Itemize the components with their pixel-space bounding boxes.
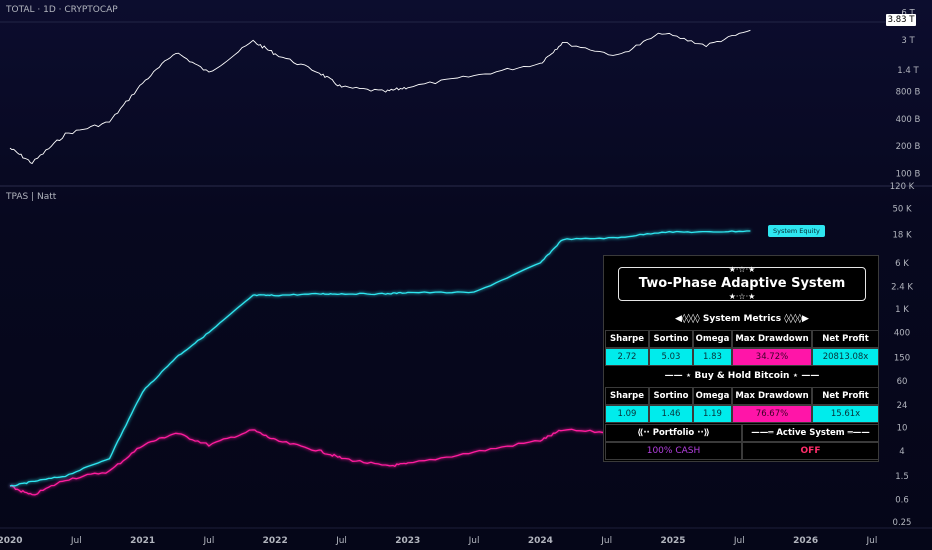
bottom-axis-tick: 10 bbox=[897, 423, 908, 433]
top-axis-tick: 6 T bbox=[901, 9, 915, 19]
bh-values-row: 1.09 1.46 1.19 76.67% 15.61x bbox=[605, 405, 879, 423]
title-stars-bottom: ★·☆·★ bbox=[728, 292, 756, 301]
time-axis[interactable]: 2020 Jul 2021 Jul 2022 Jul 2023 Jul 2024 Jul 2025 J… bbox=[0, 536, 877, 546]
time-axis-tick: 2025 bbox=[660, 536, 685, 546]
top-axis-tick: 1.4 T bbox=[897, 66, 919, 76]
active-system-value: OFF bbox=[742, 442, 879, 460]
bottom-axis-tick: 2.4 K bbox=[891, 283, 913, 293]
time-axis-tick: Jul bbox=[733, 536, 745, 546]
bh-sharpe: 1.09 bbox=[605, 405, 649, 423]
system-sharpe: 2.72 bbox=[605, 348, 649, 366]
top-axis-tick: 100 B bbox=[896, 169, 921, 179]
system-header-row: Sharpe Sortino Omega Max Drawdown Net Pr… bbox=[605, 330, 879, 348]
time-axis-tick: Jul bbox=[335, 536, 347, 546]
bottom-axis-tick: 6 K bbox=[895, 259, 909, 269]
bottom-axis-tick: 120 K bbox=[890, 182, 915, 192]
bh-net-profit: 15.61x bbox=[812, 405, 879, 423]
bh-header-sharpe: Sharpe bbox=[605, 387, 649, 405]
header-omega: Omega bbox=[693, 330, 732, 348]
system-omega: 1.83 bbox=[693, 348, 732, 366]
time-axis-tick: 2026 bbox=[793, 536, 818, 546]
system-max-drawdown: 34.72% bbox=[732, 348, 812, 366]
time-axis-tick: 2021 bbox=[130, 536, 155, 546]
title-frame bbox=[618, 267, 866, 301]
bh-sortino: 1.46 bbox=[649, 405, 693, 423]
system-equity-label: System Equity bbox=[768, 225, 825, 237]
portfolio-label: ⟪·· Portfolio ··⟫ bbox=[605, 424, 742, 442]
top-axis-tick: 800 B bbox=[896, 88, 921, 98]
last-price-badge: 3.83 T bbox=[886, 14, 916, 26]
bh-header-omega: Omega bbox=[693, 387, 732, 405]
bottom-axis-tick: 50 K bbox=[892, 205, 912, 215]
system-net-profit: 20813.08x bbox=[812, 348, 879, 366]
metrics-table: ★·☆·★ Two-Phase Adaptive System ★·☆·★ ◀◊… bbox=[603, 255, 879, 462]
bh-omega: 1.19 bbox=[693, 405, 732, 423]
time-axis-tick: Jul bbox=[70, 536, 82, 546]
bh-header-net-profit: Net Profit bbox=[812, 387, 879, 405]
top-price-axis[interactable]: 6 T 3 T 1.4 T 800 B 400 B 200 B 100 B bbox=[896, 9, 921, 180]
header-net-profit: Net Profit bbox=[812, 330, 879, 348]
status-header-row: ⟪·· Portfolio ··⟫ ——═ Active System ═—— bbox=[605, 424, 879, 442]
system-equity-line bbox=[9, 230, 751, 487]
header-sortino: Sortino bbox=[649, 330, 693, 348]
bh-max-drawdown: 76.67% bbox=[732, 405, 812, 423]
bottom-pane-title: TPAS | Natt bbox=[6, 192, 57, 202]
system-metrics-title: ◀◊◊◊◊ System Metrics ◊◊◊◊▶ bbox=[675, 314, 809, 324]
time-axis-tick: Jul bbox=[468, 536, 480, 546]
bh-header-max-drawdown: Max Drawdown bbox=[732, 387, 812, 405]
system-sortino: 5.03 bbox=[649, 348, 693, 366]
time-axis-tick: 2024 bbox=[528, 536, 553, 546]
bottom-axis-tick: 4 bbox=[899, 447, 904, 457]
time-axis-tick: 2023 bbox=[395, 536, 420, 546]
top-axis-tick: 400 B bbox=[896, 115, 921, 125]
bottom-axis-tick: 1 K bbox=[895, 305, 909, 315]
bottom-axis-tick: 0.6 bbox=[895, 496, 909, 506]
bh-header-sortino: Sortino bbox=[649, 387, 693, 405]
title-stars-top: ★·☆·★ bbox=[728, 265, 756, 274]
active-system-label: ——═ Active System ═—— bbox=[742, 424, 879, 442]
total-market-cap-line bbox=[9, 29, 751, 165]
bottom-axis-tick: 60 bbox=[897, 377, 908, 387]
time-axis-tick: Jul bbox=[202, 536, 214, 546]
bh-header-row: Sharpe Sortino Omega Max Drawdown Net Pr… bbox=[605, 387, 879, 405]
bottom-axis-tick: 0.25 bbox=[893, 518, 912, 528]
time-axis-tick: Jul bbox=[865, 536, 877, 546]
time-axis-tick: Jul bbox=[600, 536, 612, 546]
buy-hold-title: —— ⋆ Buy & Hold Bitcoin ⋆ —— bbox=[664, 371, 820, 381]
portfolio-value: 100% CASH bbox=[605, 442, 742, 460]
time-axis-tick: 2022 bbox=[263, 536, 288, 546]
bottom-axis-tick: 400 bbox=[894, 329, 910, 339]
top-axis-tick: 200 B bbox=[896, 142, 921, 152]
bottom-price-axis[interactable]: 120 K 50 K 18 K 6 K 2.4 K 1 K 400 150 60 24 10 4 1.5… bbox=[890, 182, 915, 528]
header-max-drawdown: Max Drawdown bbox=[732, 330, 812, 348]
bottom-axis-tick: 18 K bbox=[892, 231, 912, 241]
top-pane-title: TOTAL · 1D · CRYPTOCAP bbox=[6, 5, 118, 15]
table-title: Two-Phase Adaptive System bbox=[638, 276, 846, 291]
bottom-axis-tick: 150 bbox=[894, 354, 910, 364]
bottom-axis-tick: 24 bbox=[897, 401, 908, 411]
top-axis-tick: 3 T bbox=[901, 36, 915, 46]
system-values-row: 2.72 5.03 1.83 34.72% 20813.08x bbox=[605, 348, 879, 366]
header-sharpe: Sharpe bbox=[605, 330, 649, 348]
time-axis-tick: 2020 bbox=[0, 536, 23, 546]
status-values-row: 100% CASH OFF bbox=[605, 442, 879, 460]
bottom-axis-tick: 1.5 bbox=[895, 472, 909, 482]
